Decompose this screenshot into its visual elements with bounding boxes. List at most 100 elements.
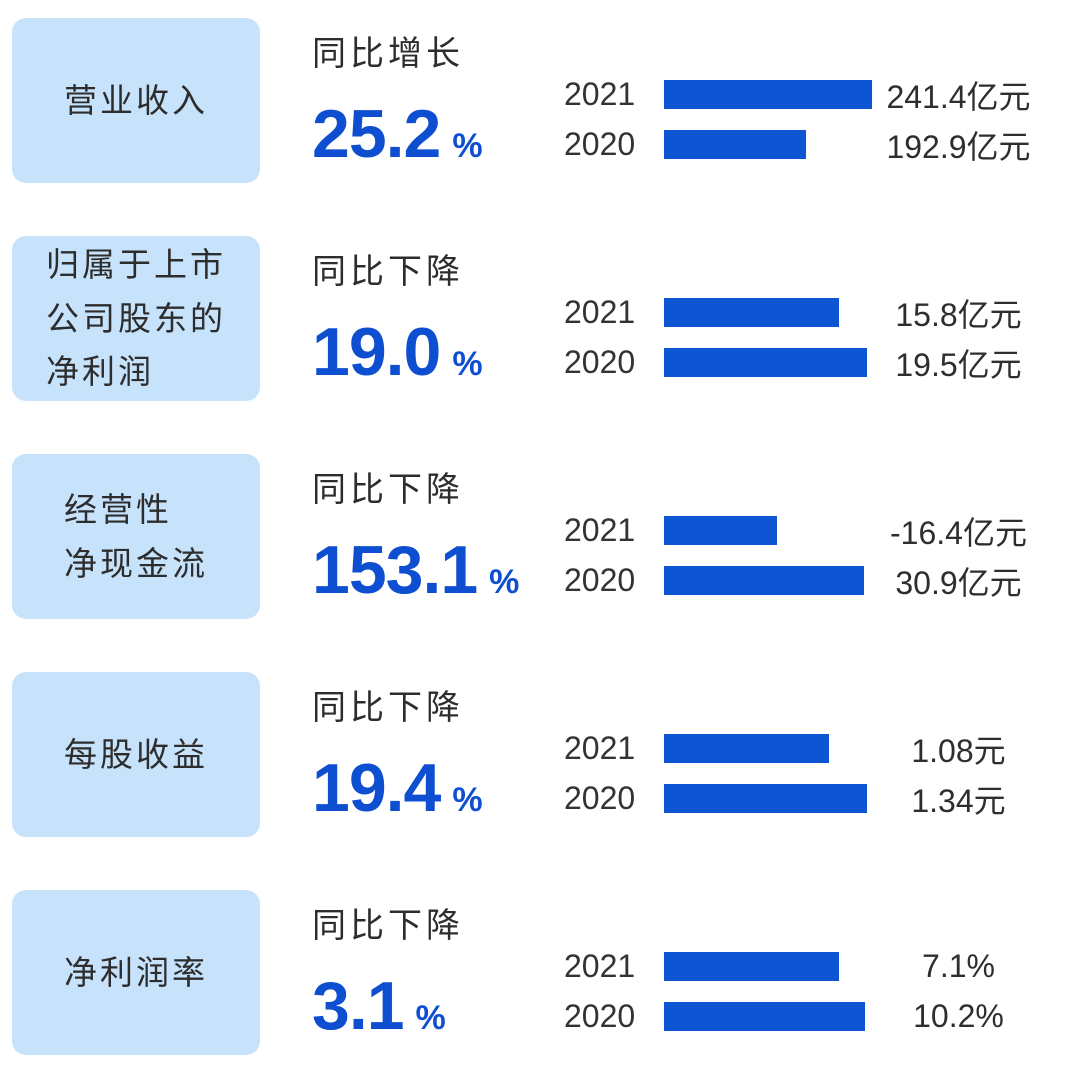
value-label: 10.2% <box>913 998 1004 1034</box>
metric-card: 经营性 净现金流 <box>12 454 260 619</box>
value-bar <box>664 298 839 327</box>
metric-card: 净利润率 <box>12 890 260 1055</box>
bar-chart: 2021 1.08元 2020 1.34元 <box>552 672 1069 837</box>
value-label: 241.4亿元 <box>886 78 1031 115</box>
change-block: 同比下降 19.4 % <box>312 672 552 837</box>
change-value: 153.1 <box>312 532 478 608</box>
metric-label: 净利润率 <box>64 946 208 999</box>
bar-track <box>664 80 872 109</box>
value-label: 7.1% <box>922 948 995 984</box>
year-label: 2020 <box>564 780 636 816</box>
bar-row-2021: 2021 -16.4亿元 <box>564 512 1045 551</box>
value-bar <box>664 130 806 159</box>
value-bar <box>664 516 777 545</box>
metric-card: 归属于上市 公司股东的 净利润 <box>12 236 260 401</box>
value-bar <box>664 784 867 813</box>
metric-label-line: 公司股东的 <box>46 299 226 337</box>
bar-chart: 2021 241.4亿元 2020 192.9亿元 <box>552 18 1069 183</box>
year-label: 2020 <box>564 998 636 1034</box>
change-direction-label: 同比下降 <box>312 907 464 945</box>
bar-row-2021: 2021 15.8亿元 <box>564 294 1045 333</box>
percent-sign: % <box>452 345 483 383</box>
year-label: 2020 <box>564 562 636 598</box>
metric-label: 营业收入 <box>64 74 208 127</box>
bar-track <box>664 566 872 595</box>
value-label: 19.5亿元 <box>895 346 1022 383</box>
metric-section-net-margin: 净利润率 同比下降 3.1 % 2021 7.1% 2020 <box>12 890 1069 1055</box>
bar-row-2020: 2020 1.34元 <box>564 780 1045 819</box>
bar-chart: 2021 -16.4亿元 2020 30.9亿元 <box>552 454 1069 619</box>
change-value-group: 25.2 % <box>312 95 552 173</box>
bar-track <box>664 952 872 981</box>
metric-label-line: 归属于上市 <box>46 246 226 284</box>
year-label: 2021 <box>564 730 636 766</box>
bar-row-2020: 2020 192.9亿元 <box>564 126 1045 165</box>
bar-track <box>664 1002 872 1031</box>
year-label: 2021 <box>564 512 636 548</box>
value-label: -16.4亿元 <box>890 514 1027 551</box>
metric-section-net-profit: 归属于上市 公司股东的 净利润 同比下降 19.0 % 2021 15.8亿元 … <box>12 236 1069 401</box>
metric-label-line: 净利润率 <box>64 953 208 991</box>
bar-track <box>664 298 872 327</box>
percent-sign: % <box>415 999 446 1037</box>
year-label: 2021 <box>564 76 636 112</box>
metric-section-eps: 每股收益 同比下降 19.4 % 2021 1.08元 2020 <box>12 672 1069 837</box>
value-bar <box>664 348 867 377</box>
change-direction-label: 同比下降 <box>312 471 464 509</box>
bar-track <box>664 130 872 159</box>
change-block: 同比下降 3.1 % <box>312 890 552 1055</box>
metric-label: 每股收益 <box>64 728 208 781</box>
change-value: 19.0 <box>312 314 441 390</box>
change-value-group: 19.0 % <box>312 313 552 391</box>
metric-label-line: 每股收益 <box>64 735 208 773</box>
change-block: 同比下降 153.1 % <box>312 454 552 619</box>
metric-label: 经营性 净现金流 <box>64 483 208 590</box>
bar-row-2021: 2021 1.08元 <box>564 730 1045 769</box>
year-label: 2020 <box>564 126 636 162</box>
metric-label: 归属于上市 公司股东的 净利润 <box>46 238 226 398</box>
bar-track <box>664 348 872 377</box>
value-label: 1.34元 <box>911 782 1006 819</box>
bar-track <box>664 516 872 545</box>
bar-row-2021: 2021 7.1% <box>564 948 1045 984</box>
percent-sign: % <box>489 563 520 601</box>
bar-row-2020: 2020 19.5亿元 <box>564 344 1045 383</box>
value-label: 30.9亿元 <box>895 564 1022 601</box>
bar-chart: 2021 7.1% 2020 10.2% <box>552 890 1069 1055</box>
change-direction-label: 同比下降 <box>312 689 464 727</box>
bar-track <box>664 784 872 813</box>
metric-section-revenue: 营业收入 同比增长 25.2 % 2021 241.4亿元 2020 <box>12 18 1069 183</box>
change-value: 3.1 <box>312 968 405 1044</box>
bar-row-2020: 2020 10.2% <box>564 998 1045 1034</box>
value-bar <box>664 566 864 595</box>
change-value: 25.2 <box>312 96 441 172</box>
percent-sign: % <box>452 127 483 165</box>
change-block: 同比增长 25.2 % <box>312 18 552 183</box>
change-block: 同比下降 19.0 % <box>312 236 552 401</box>
bar-track <box>664 734 872 763</box>
bar-row-2021: 2021 241.4亿元 <box>564 76 1045 115</box>
value-label: 1.08元 <box>911 732 1006 769</box>
value-label: 15.8亿元 <box>895 296 1022 333</box>
bar-row-2020: 2020 30.9亿元 <box>564 562 1045 601</box>
value-bar <box>664 1002 865 1031</box>
value-bar <box>664 734 829 763</box>
value-label: 192.9亿元 <box>886 128 1031 165</box>
year-label: 2021 <box>564 294 636 330</box>
value-bar <box>664 952 839 981</box>
change-value-group: 19.4 % <box>312 749 552 827</box>
metric-label-line: 经营性 <box>64 491 172 529</box>
percent-sign: % <box>452 781 483 819</box>
metric-card: 每股收益 <box>12 672 260 837</box>
change-direction-label: 同比增长 <box>312 35 464 73</box>
metric-label-line: 净利润 <box>46 353 154 391</box>
change-value: 19.4 <box>312 750 441 826</box>
change-value-group: 3.1 % <box>312 967 552 1045</box>
year-label: 2020 <box>564 344 636 380</box>
change-direction-label: 同比下降 <box>312 253 464 291</box>
metric-card: 营业收入 <box>12 18 260 183</box>
metric-label-line: 营业收入 <box>64 81 208 119</box>
bar-chart: 2021 15.8亿元 2020 19.5亿元 <box>552 236 1069 401</box>
metric-label-line: 净现金流 <box>64 544 208 582</box>
